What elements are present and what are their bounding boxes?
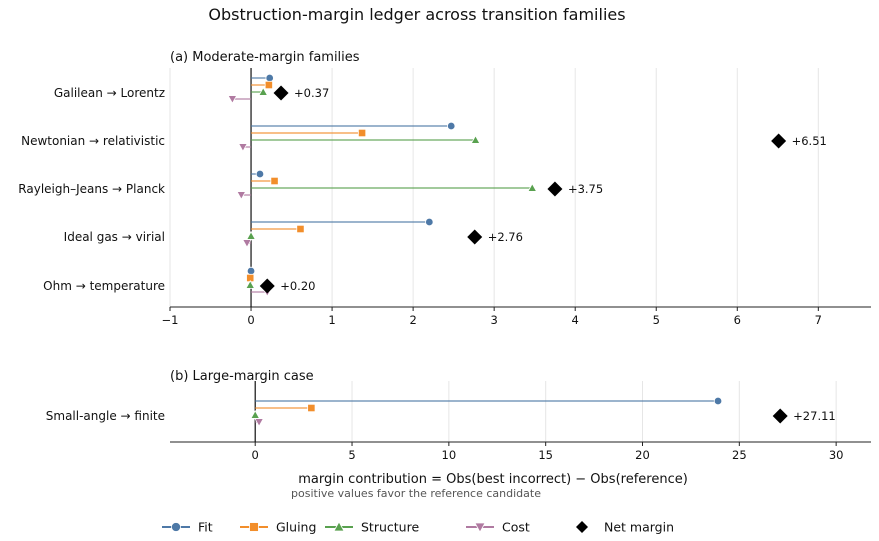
fit-marker bbox=[246, 266, 256, 276]
row: Small-angle → finite +27.11 bbox=[46, 396, 836, 428]
net-margin-marker bbox=[772, 408, 788, 424]
row: Rayleigh–Jeans → Planck +3.75 bbox=[18, 169, 603, 201]
gluing-marker bbox=[357, 128, 367, 138]
x-tick-label: 7 bbox=[815, 313, 822, 327]
x-tick-label: −1 bbox=[162, 313, 179, 327]
x-tick-label: 5 bbox=[348, 448, 355, 462]
fit-marker bbox=[425, 217, 434, 227]
legend-label: Fit bbox=[198, 520, 213, 535]
x-tick-label: 15 bbox=[538, 448, 553, 462]
x-axis-note: positive values favor the reference cand… bbox=[291, 487, 541, 500]
legend-marker bbox=[249, 522, 259, 532]
legend-marker bbox=[171, 522, 181, 532]
panel-title: (b) Large-margin case bbox=[170, 369, 314, 384]
x-tick-label: 10 bbox=[442, 448, 457, 462]
panel-b: (b) Large-margin case 0 5 10 15 20 25 30 Small-a… bbox=[46, 369, 871, 462]
legend-label: Gluing bbox=[276, 520, 316, 535]
net-margin-marker bbox=[547, 181, 563, 197]
legend-label: Net margin bbox=[604, 520, 674, 535]
fit-marker bbox=[447, 121, 456, 131]
gluing-marker bbox=[296, 224, 305, 234]
net-margin-label: +0.37 bbox=[294, 86, 329, 100]
x-tick-label: 1 bbox=[328, 313, 335, 327]
net-margin-label: +2.76 bbox=[488, 230, 523, 244]
net-margin-label: +0.20 bbox=[280, 279, 315, 293]
legend-item: Cost bbox=[466, 520, 530, 535]
net-margin-marker bbox=[771, 133, 787, 149]
legend-marker bbox=[333, 521, 345, 532]
row: Newtonian → relativistic +6.51 bbox=[21, 121, 827, 153]
cost-marker bbox=[254, 418, 264, 428]
cost-marker bbox=[242, 239, 252, 249]
x-tick-label: 5 bbox=[653, 313, 660, 327]
structure-marker bbox=[470, 134, 481, 144]
fit-marker bbox=[255, 169, 265, 179]
category-label: Ideal gas → virial bbox=[64, 230, 165, 244]
cost-marker bbox=[238, 143, 248, 153]
legend-marker bbox=[576, 521, 588, 533]
structure-marker bbox=[246, 230, 256, 240]
x-tick-label: 3 bbox=[490, 313, 497, 327]
legend-label: Structure bbox=[361, 520, 419, 535]
panel-a: (a) Moderate-margin families −1 0 1 2 3 4 5 6 7 Ga… bbox=[18, 50, 871, 327]
x-tick-label: 20 bbox=[635, 448, 650, 462]
structure-marker bbox=[250, 409, 261, 419]
row: Ohm → temperature +0.20 bbox=[43, 266, 315, 298]
category-label: Ohm → temperature bbox=[43, 279, 165, 293]
x-tick-label: 0 bbox=[252, 448, 259, 462]
x-tick-label: 25 bbox=[732, 448, 747, 462]
structure-marker bbox=[527, 182, 538, 192]
x-axis-label: margin contribution = Obs(best incorrect… bbox=[298, 472, 688, 487]
legend-item: Structure bbox=[325, 520, 419, 535]
category-label: Newtonian → relativistic bbox=[21, 134, 165, 148]
x-tick-label: 6 bbox=[734, 313, 741, 327]
net-margin-marker bbox=[259, 278, 275, 294]
structure-marker bbox=[245, 279, 256, 289]
net-margin-label: +27.11 bbox=[793, 409, 836, 423]
fit-marker bbox=[265, 73, 274, 83]
net-margin-label: +6.51 bbox=[792, 134, 827, 148]
x-tick-label: 0 bbox=[247, 313, 254, 327]
x-tick-label: 4 bbox=[572, 313, 579, 327]
category-label: Small-angle → finite bbox=[46, 409, 165, 423]
row: Galilean → Lorentz +0.37 bbox=[54, 73, 329, 105]
category-label: Rayleigh–Jeans → Planck bbox=[18, 182, 165, 196]
net-margin-marker bbox=[467, 229, 483, 245]
legend: Fit Gluing Structure Cost Net margin bbox=[162, 520, 674, 535]
panel-title: (a) Moderate-margin families bbox=[170, 50, 360, 65]
legend-marker bbox=[474, 522, 486, 533]
gluing-marker bbox=[270, 176, 279, 186]
net-margin-label: +3.75 bbox=[568, 182, 603, 196]
cost-marker bbox=[236, 191, 247, 201]
gluing-marker bbox=[307, 403, 316, 413]
legend-item: Gluing bbox=[240, 520, 316, 535]
plot-layer: (a) Moderate-margin families −1 0 1 2 3 4 5 6 7 Ga… bbox=[18, 50, 871, 462]
net-margin-marker bbox=[273, 85, 289, 101]
legend-label: Cost bbox=[502, 520, 530, 535]
cost-marker bbox=[227, 95, 238, 105]
x-tick-label: 30 bbox=[829, 448, 844, 462]
gluing-marker bbox=[264, 80, 273, 90]
legend-item: Net margin bbox=[576, 520, 674, 535]
category-label: Galilean → Lorentz bbox=[54, 86, 165, 100]
x-tick-label: 2 bbox=[409, 313, 416, 327]
chart-title: Obstruction-margin ledger across transit… bbox=[208, 5, 625, 24]
structure-marker bbox=[258, 86, 269, 96]
fit-marker bbox=[713, 396, 723, 406]
legend-item: Fit bbox=[162, 520, 213, 535]
row: Ideal gas → virial +2.76 bbox=[64, 217, 523, 249]
